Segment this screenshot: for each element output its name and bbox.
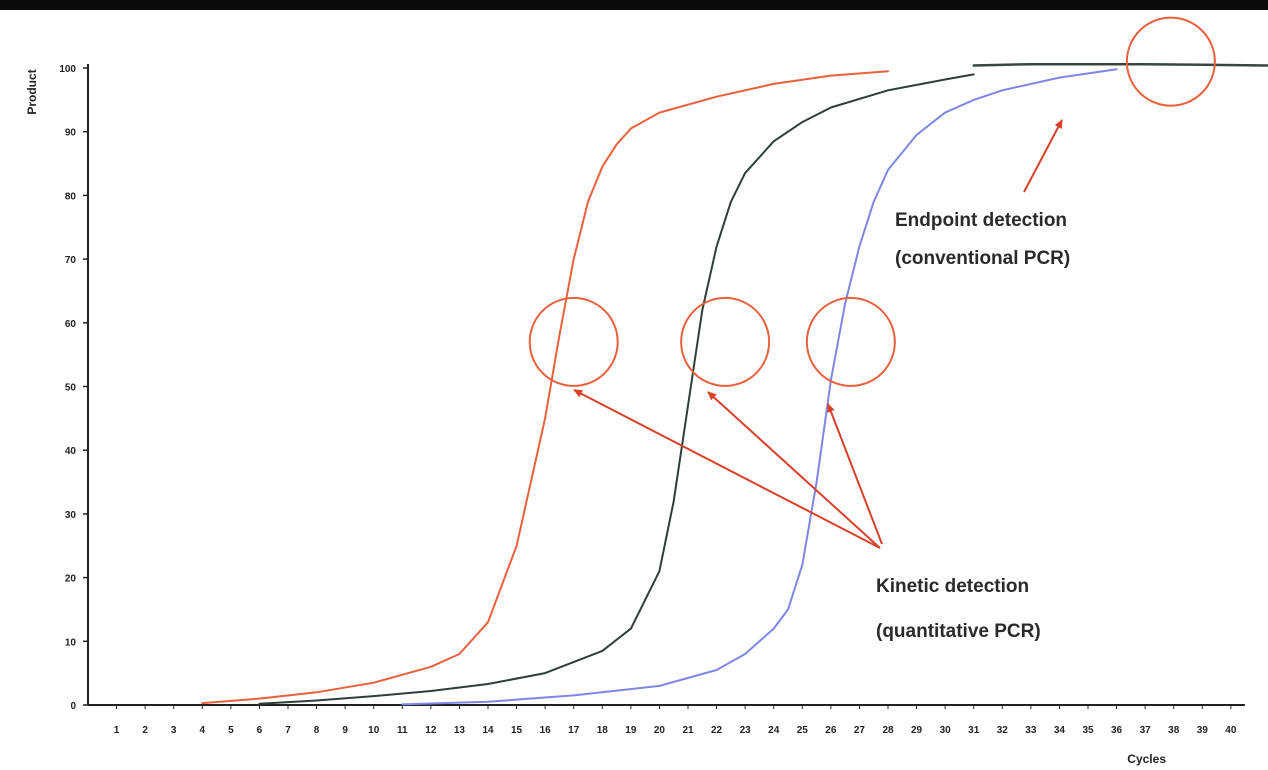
endpoint-annotation-line-2: (conventional PCR) xyxy=(895,248,1070,269)
x-tick-label-37: 37 xyxy=(1140,725,1152,736)
y-tick-label-20: 20 xyxy=(65,574,77,585)
x-tick-label-32: 32 xyxy=(997,725,1009,736)
x-tick-label-36: 36 xyxy=(1111,725,1123,736)
x-tick-label-35: 35 xyxy=(1082,725,1094,736)
x-tick-label-31: 31 xyxy=(968,725,980,736)
x-tick-label-40: 40 xyxy=(1225,725,1237,736)
x-tick-label-11: 11 xyxy=(397,725,408,736)
series-line-3 xyxy=(401,68,1118,706)
x-tick-label-15: 15 xyxy=(511,725,523,736)
y-tick-label-0: 0 xyxy=(70,701,76,712)
x-tick-label-27: 27 xyxy=(854,725,866,736)
y-axis-title: Product xyxy=(25,69,39,114)
x-tick-label-25: 25 xyxy=(797,725,809,736)
x-tick-label-16: 16 xyxy=(540,725,552,736)
x-tick-label-30: 30 xyxy=(940,725,952,736)
x-tick-label-3: 3 xyxy=(171,725,177,736)
x-tick-label-39: 39 xyxy=(1197,725,1209,736)
x-tick-label-9: 9 xyxy=(342,725,348,736)
y-tick-label-80: 80 xyxy=(65,191,77,202)
x-tick-label-5: 5 xyxy=(228,725,234,736)
highlight-circle-2 xyxy=(680,296,771,387)
y-tick-label-40: 40 xyxy=(65,446,77,457)
x-tick-label-12: 12 xyxy=(425,725,437,736)
y-tick-label-100: 100 xyxy=(59,64,76,75)
x-tick-label-34: 34 xyxy=(1054,725,1066,736)
x-tick-label-7: 7 xyxy=(285,725,291,736)
highlight-circle-3 xyxy=(805,296,896,387)
series-line-2 xyxy=(258,73,975,705)
x-tick-label-21: 21 xyxy=(682,725,694,736)
series-line-1 xyxy=(201,70,889,705)
y-tick-label-90: 90 xyxy=(65,128,77,139)
x-tick-label-20: 20 xyxy=(654,725,666,736)
kinetic-arrow-red xyxy=(573,389,881,549)
x-tick-label-33: 33 xyxy=(1025,725,1037,736)
endpoint-annotation: Endpoint detection (conventional PCR) xyxy=(895,210,1070,269)
kinetic-annotation-line-2: (quantitative PCR) xyxy=(876,621,1041,642)
y-tick-label-30: 30 xyxy=(65,510,77,521)
x-axis-title: Cycles xyxy=(1127,752,1166,766)
x-tick-label-6: 6 xyxy=(257,725,263,736)
x-tick-label-26: 26 xyxy=(825,725,837,736)
x-tick-label-19: 19 xyxy=(625,725,637,736)
y-tick-label-70: 70 xyxy=(65,255,77,266)
x-tick-label-28: 28 xyxy=(882,725,894,736)
x-tick-label-24: 24 xyxy=(768,725,780,736)
x-tick-label-2: 2 xyxy=(142,725,148,736)
kinetic-arrow-black xyxy=(707,391,881,549)
highlight-circle-1 xyxy=(528,296,619,387)
x-tick-label-13: 13 xyxy=(454,725,466,736)
y-tick-label-50: 50 xyxy=(65,383,77,394)
y-tick-label-10: 10 xyxy=(65,637,77,648)
x-tick-label-14: 14 xyxy=(482,725,494,736)
kinetic-annotation: Kinetic detection (quantitative PCR) xyxy=(876,576,1041,642)
x-tick-label-22: 22 xyxy=(711,725,723,736)
endpoint-annotation-line-1: Endpoint detection xyxy=(895,210,1067,231)
kinetic-arrow-blue xyxy=(827,403,883,545)
series-line-4 xyxy=(972,62,1268,67)
x-tick-label-29: 29 xyxy=(911,725,923,736)
x-tick-label-18: 18 xyxy=(597,725,609,736)
x-tick-label-8: 8 xyxy=(314,725,320,736)
x-tick-label-4: 4 xyxy=(200,725,206,736)
y-tick-label-60: 60 xyxy=(65,319,77,330)
x-tick-label-10: 10 xyxy=(368,725,380,736)
top-border-bar xyxy=(0,0,1268,10)
x-tick-label-38: 38 xyxy=(1168,725,1180,736)
annotation-arrows xyxy=(573,119,1063,549)
x-tick-label-1: 1 xyxy=(114,725,120,736)
x-tick-label-17: 17 xyxy=(568,725,580,736)
highlight-circle-4 xyxy=(1125,16,1216,107)
kinetic-annotation-line-1: Kinetic detection xyxy=(876,576,1029,597)
x-tick-label-23: 23 xyxy=(740,725,752,736)
endpoint-arrow xyxy=(1023,119,1063,193)
